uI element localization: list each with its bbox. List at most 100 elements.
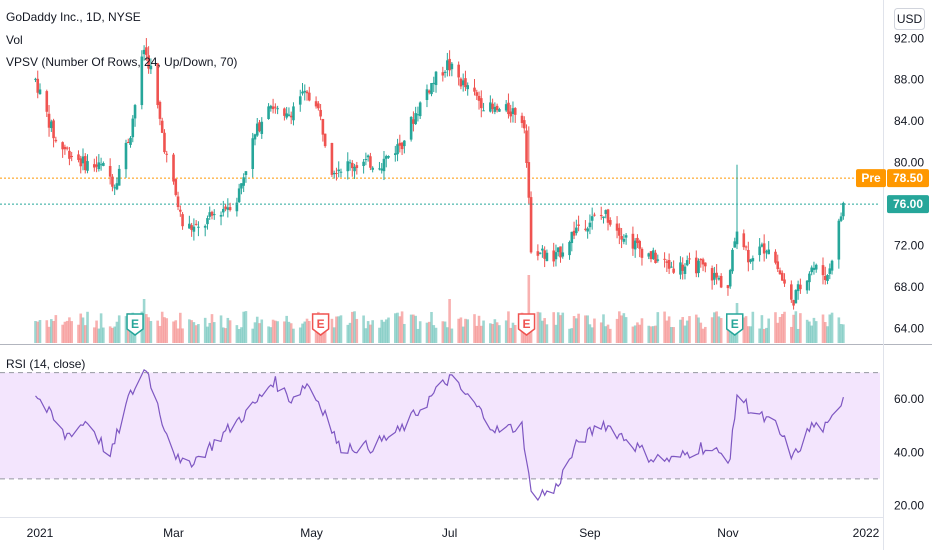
volume-bar — [697, 317, 700, 343]
candle-body — [321, 118, 325, 135]
volume-bar — [271, 319, 275, 343]
candle-body — [541, 248, 544, 251]
candle-body — [353, 166, 356, 172]
candle-body — [145, 47, 148, 55]
pre-tag-label: Pre — [861, 171, 881, 185]
volume-bar — [821, 314, 825, 343]
volume-bar — [575, 318, 578, 343]
candle-body — [332, 172, 336, 175]
time-axis[interactable]: 2021 Mar May Jul Sep Nov 2022 — [27, 526, 880, 540]
time-tick-label: Nov — [717, 526, 738, 540]
candle-body — [113, 187, 116, 189]
volume-bar — [332, 327, 336, 343]
volume-bar — [608, 328, 612, 343]
volume-bar — [493, 319, 497, 343]
candle-body — [378, 168, 381, 170]
candle-body — [77, 154, 80, 160]
volume-bar — [670, 327, 673, 343]
volume-bar — [796, 328, 800, 343]
legend-vpsv[interactable]: VPSV (Number Of Rows, 24, Up/Down, 70) — [6, 55, 237, 69]
candle-body — [665, 261, 669, 263]
legend-vol[interactable]: Vol — [6, 33, 23, 47]
volume-bar — [298, 327, 302, 343]
candle-body — [117, 168, 121, 186]
volume-bar — [568, 328, 571, 343]
volume-bar — [842, 324, 845, 343]
candle-body — [416, 114, 420, 116]
price-tick-label: 72.00 — [894, 239, 924, 253]
candle-body — [778, 270, 782, 275]
volume-bar — [441, 321, 445, 343]
candle-body — [348, 162, 352, 164]
volume-bar — [783, 311, 786, 343]
earnings-marker[interactable] — [517, 313, 536, 336]
candle-body — [561, 252, 565, 257]
volume-bar — [409, 314, 413, 343]
volume-bar — [647, 325, 651, 343]
candle-body — [647, 253, 651, 257]
volume-bar — [685, 320, 689, 343]
candle-body — [307, 92, 311, 101]
candle-body — [457, 64, 460, 78]
rsi-tick-label: 60.00 — [894, 392, 924, 406]
volume-bar — [633, 325, 637, 343]
legend-rsi[interactable]: RSI (14, close) — [6, 357, 85, 371]
volume-bar — [654, 325, 657, 343]
volume-bar — [366, 321, 370, 343]
time-tick-label: May — [300, 526, 323, 540]
volume-bar — [744, 316, 748, 343]
volume-bar — [810, 325, 813, 343]
volume-bar — [839, 324, 843, 343]
rsi-axis[interactable]: 20.00 40.00 60.00 — [894, 392, 924, 512]
candle-body — [267, 106, 270, 119]
candle-body — [525, 130, 528, 163]
volume-bar — [747, 326, 750, 343]
volume-bar — [93, 327, 96, 343]
volume-bar — [129, 328, 132, 343]
candle-body — [124, 142, 128, 170]
volume-bar — [393, 313, 397, 343]
volume-bar — [618, 311, 621, 343]
volume-bar — [400, 311, 404, 343]
earnings-marker[interactable] — [311, 313, 330, 336]
candle-body — [504, 104, 508, 111]
candle-body — [688, 258, 691, 260]
volume-bar — [434, 327, 438, 343]
candle-body — [68, 150, 71, 159]
candle-body — [366, 155, 370, 158]
candle-body — [301, 91, 304, 94]
volume-bar — [694, 314, 698, 343]
candle-body — [244, 171, 248, 175]
volume-bar — [418, 321, 422, 343]
volume-bar — [780, 313, 784, 343]
volume-bar — [559, 315, 562, 343]
volume-bar — [482, 320, 485, 343]
candle-body — [799, 284, 802, 290]
candle-body — [683, 266, 687, 274]
volume-bar — [704, 326, 707, 343]
earnings-marker[interactable] — [725, 313, 744, 336]
volume-bar — [34, 321, 37, 343]
volume-bar — [355, 318, 359, 343]
candle-body — [765, 251, 768, 253]
currency-button[interactable] — [894, 8, 925, 30]
candle-body — [400, 142, 404, 150]
volume-bar — [339, 315, 343, 343]
legend-title[interactable]: GoDaddy Inc., 1D, NYSE — [6, 10, 141, 24]
candle-body — [498, 109, 501, 112]
volume-bar — [461, 326, 465, 343]
volume-bar — [378, 327, 381, 343]
volume-bar — [192, 322, 196, 343]
candle-body — [783, 279, 786, 284]
candle-body — [679, 262, 682, 275]
candle-body — [54, 139, 58, 142]
pre-tag-label-box — [856, 169, 886, 188]
volume-bar — [314, 328, 318, 343]
volume-bar — [113, 326, 116, 343]
candle-body — [224, 206, 227, 209]
volume-bar — [194, 325, 198, 343]
candle-body — [620, 235, 623, 240]
earnings-marker[interactable] — [126, 313, 144, 336]
candle-body — [380, 168, 384, 171]
